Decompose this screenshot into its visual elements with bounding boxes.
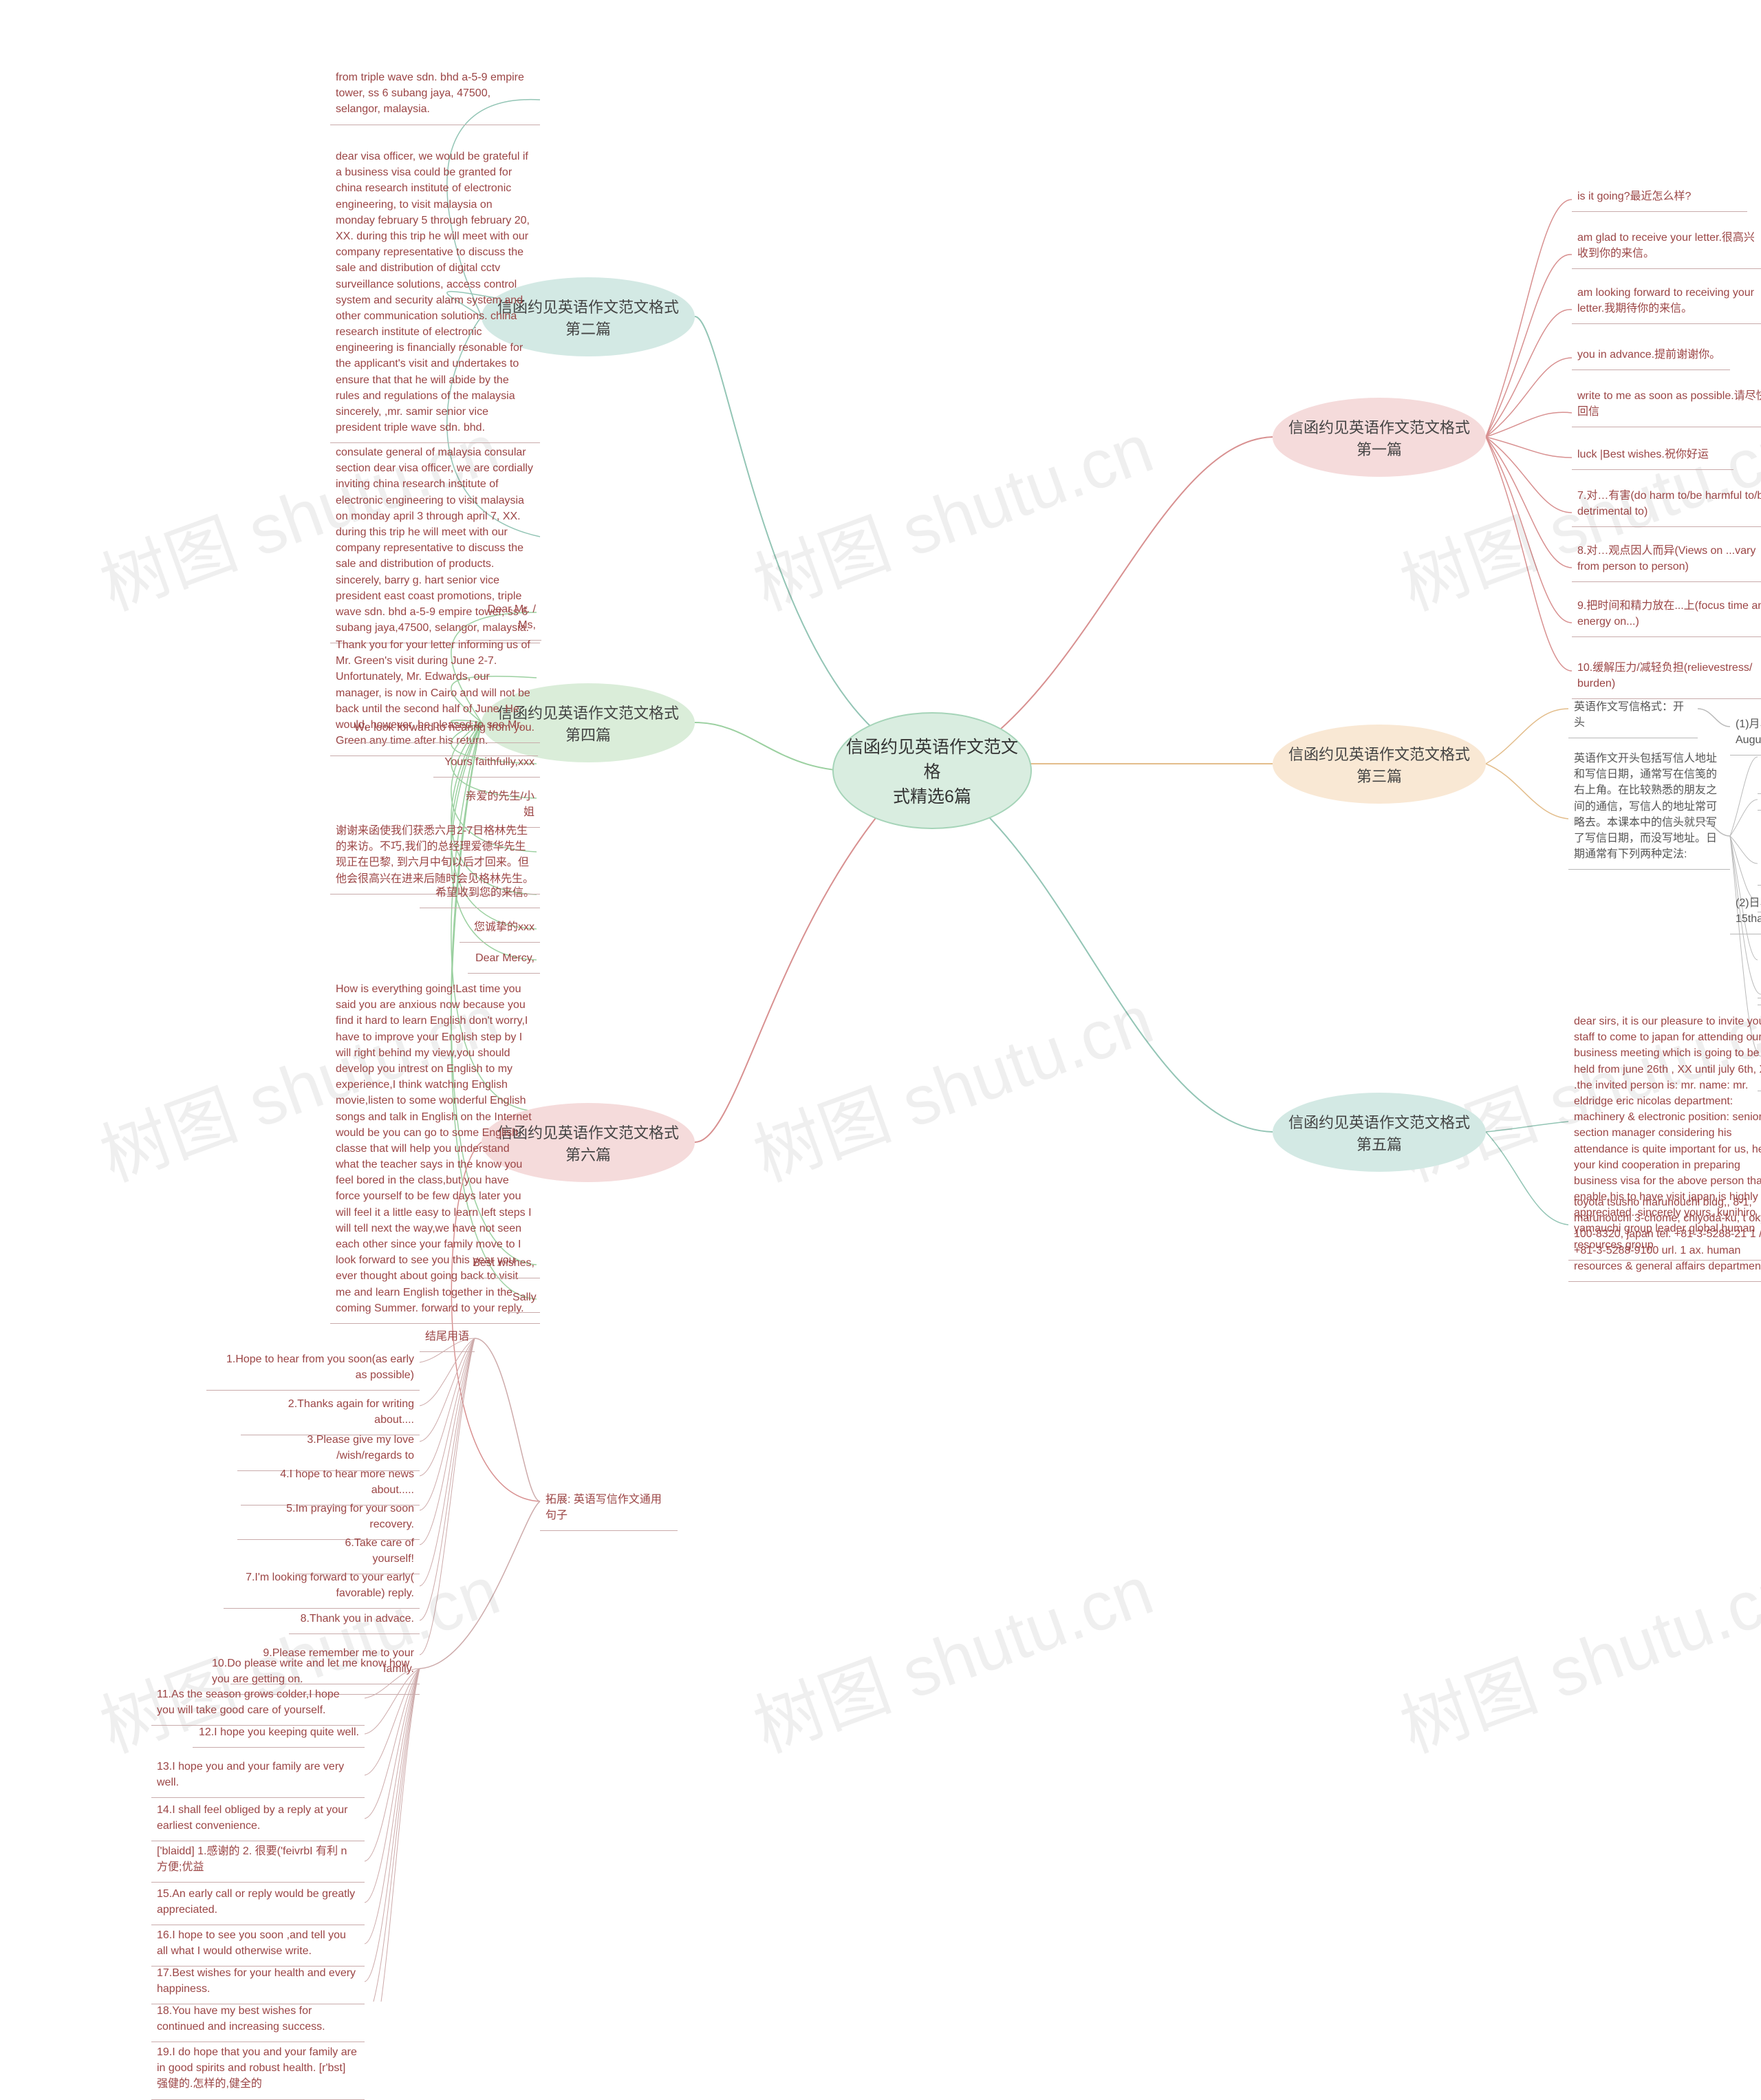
leaf: 17.Best wishes for your health and every… [151, 1961, 365, 2004]
leaf: 拓展: 英语写信作文通用句子 [540, 1488, 678, 1531]
leaf: 英语作文开头包括写信人地址和写信日期，通常写在信笺的右上角。在比较熟悉的朋友之间… [1568, 747, 1730, 870]
leaf: 英语作文写信格式：正文 [1758, 981, 1761, 1005]
leaf: (2)日、月、年：如15thaugust,20xx [1730, 891, 1761, 934]
branch-5: 信函约见英语作文范文格式 第五篇 [1273, 1093, 1486, 1172]
center-node: 信函约见英语作文范文格 式精选6篇 [832, 712, 1032, 829]
leaf: Best wishes, [466, 1251, 540, 1278]
watermark: 树图 shutu.cn [738, 1535, 1164, 1771]
leaf: (1)月、日、年：如August15,20xx [1730, 712, 1761, 756]
leaf: 16.I hope to see you soon ,and tell you … [151, 1923, 365, 1967]
leaf: Dear Mercy, [468, 946, 540, 974]
spacer [1730, 822, 1758, 833]
leaf: 10.缓解压力/减轻负担(relievestress/ burden) [1572, 656, 1761, 699]
leaf: 12.I hope you keeping quite well. [193, 1720, 365, 1748]
leaf: ['blaidd] 1.感谢的 2. 很要('feivrbI 有利 n 方便;优… [151, 1839, 365, 1883]
leaf: 13.I hope you and your family are very w… [151, 1755, 365, 1798]
leaf: 8.对…观点因人而异(Views on ...vary from person … [1572, 539, 1761, 582]
leaf: Yours faithfully,xxx [433, 750, 540, 778]
leaf: write to me as soon as possible.请尽快回信 [1572, 384, 1761, 427]
leaf: 8.Thank you in advace. [289, 1607, 420, 1634]
leaf: toyota tsusho marunouchi bldg,, 8-1, mar… [1568, 1190, 1761, 1282]
leaf: 您诚挚的xxx [460, 915, 540, 943]
leaf: 15.An early call or reply would be great… [151, 1882, 365, 1925]
leaf: from triple wave sdn. bhd a-5-9 empire t… [330, 65, 540, 125]
branch-3: 信函约见英语作文范文格式 第三篇 [1273, 725, 1486, 804]
watermark: 树图 shutu.cn [738, 964, 1164, 1200]
leaf: 11.As the season grows colder,I hope you… [151, 1682, 365, 1726]
leaf: 7.I'm looking forward to your early( fav… [224, 1565, 420, 1609]
leaf: luck |Best wishes.祝你好运 [1572, 442, 1733, 470]
leaf: is it going?最近怎么样? [1572, 184, 1747, 212]
leaf: 结尾用语 [420, 1325, 475, 1352]
leaf: We look forward to hearing from you. [346, 716, 540, 743]
leaf: Sally [507, 1285, 540, 1313]
leaf: 英语作文写信格式：称呼 [1758, 786, 1761, 811]
leaf: am looking forward to receiving your let… [1572, 281, 1761, 324]
leaf: 英语作文写信格式：开头 [1568, 695, 1698, 738]
branch-1: 信函约见英语作文范文格式 第一篇 [1273, 398, 1486, 477]
leaf: 9.把时间和精力放在...上(focus time and energy on.… [1572, 594, 1761, 637]
leaf: you in advance.提前谢谢你。 [1572, 343, 1730, 370]
leaf: am glad to receive your letter.很高兴收到你的来信… [1572, 226, 1761, 269]
leaf: 19.I do hope that you and your family ar… [151, 2040, 365, 2100]
leaf: 1.Hope to hear from you soon(as early as… [206, 1347, 420, 1391]
leaf: 18.You have my best wishes for continued… [151, 1999, 365, 2042]
leaf: 7.对…有害(do harm to/be harmful to/be detri… [1572, 484, 1761, 527]
leaf: 14.I shall feel obliged by a reply at yo… [151, 1798, 365, 1841]
watermark: 树图 shutu.cn [1385, 1535, 1761, 1771]
leaf: dear visa officer, we would be grateful … [330, 144, 540, 443]
leaf: 称呼指写信人对收信人的称呼，写在信头的下方和信笺的左边。称呼一般用Dear...… [1758, 822, 1761, 886]
leaf: 希望收到您的来信。 [420, 881, 540, 908]
watermark: 树图 shutu.cn [738, 393, 1164, 629]
